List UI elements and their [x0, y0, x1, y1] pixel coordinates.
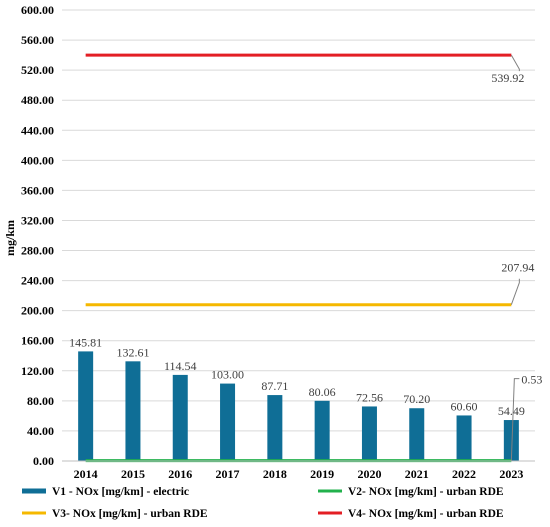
line-end-label: 207.94 — [501, 261, 534, 275]
y-tick-label: 0.00 — [33, 454, 54, 468]
bar-data-label: 72.56 — [356, 390, 383, 404]
x-tick-label: 2020 — [357, 467, 381, 481]
legend-label: V2- NOx [mg/km] - urban RDE — [348, 486, 504, 498]
line-series — [85, 53, 512, 463]
y-tick-label: 560.00 — [21, 33, 54, 47]
x-tick-label: 2023 — [499, 467, 523, 481]
bar — [361, 406, 377, 461]
data-labels: 145.81 132.61 114.54 103.00 87.71 80.06 72.56 7… — [69, 54, 542, 461]
y-tick-label: 280.00 — [21, 244, 54, 258]
bar-data-label: 103.00 — [211, 368, 244, 382]
x-tick-label: 2017 — [216, 467, 240, 481]
bar-data-label: 87.71 — [261, 379, 288, 393]
bar-data-label: 132.61 — [116, 345, 149, 359]
x-tick-label: 2022 — [452, 467, 476, 481]
bar — [78, 351, 94, 461]
line-end-label: 539.92 — [491, 71, 524, 85]
bar-data-label: 145.81 — [69, 335, 102, 349]
x-tick-label: 2014 — [74, 467, 98, 481]
line-end-label: 0.53 — [521, 373, 542, 387]
y-tick-label: 200.00 — [21, 304, 54, 318]
gridlines — [62, 9, 535, 462]
x-axis: 2014 2015 2016 2017 2018 2019 2020 2021 2022 2023 — [62, 460, 535, 481]
legend: V1 - NOx [mg/km] - electric V2- NOx [mg/k… — [22, 486, 504, 520]
y-tick-label: 80.00 — [27, 394, 54, 408]
leader-line — [510, 54, 520, 72]
y-axis: 0.00 40.00 80.00 120.00 160.00 200.00 240.00 28… — [21, 3, 54, 468]
bar-series — [78, 351, 519, 461]
x-tick-label: 2021 — [405, 467, 429, 481]
y-tick-label: 440.00 — [21, 123, 54, 137]
leader-line — [510, 278, 520, 305]
y-tick-label: 480.00 — [21, 93, 54, 107]
leader-line — [510, 378, 520, 461]
y-tick-label: 40.00 — [27, 424, 54, 438]
bar — [503, 420, 519, 461]
x-tick-label: 2019 — [310, 467, 334, 481]
y-tick-label: 360.00 — [21, 183, 54, 197]
y-tick-label: 120.00 — [21, 364, 54, 378]
legend-label: V1 - NOx [mg/km] - electric — [52, 486, 189, 498]
bar-data-label: 80.06 — [309, 385, 336, 399]
bar — [125, 361, 141, 461]
y-tick-label: 240.00 — [21, 274, 54, 288]
x-tick-label: 2016 — [168, 467, 192, 481]
bar-data-label: 114.54 — [164, 359, 197, 373]
x-tick-label: 2018 — [263, 467, 287, 481]
y-tick-label: 160.00 — [21, 334, 54, 348]
bar — [409, 408, 425, 461]
y-tick-label: 600.00 — [21, 3, 54, 17]
y-tick-label: 520.00 — [21, 63, 54, 77]
bar — [220, 383, 236, 461]
bar — [172, 374, 188, 461]
bar-data-label: 70.20 — [403, 392, 430, 406]
bar-data-label: 60.60 — [451, 399, 478, 413]
x-tick-label: 2015 — [121, 467, 145, 481]
y-tick-label: 320.00 — [21, 213, 54, 227]
bar — [456, 415, 472, 461]
bar — [267, 395, 283, 461]
legend-label: V3- NOx [mg/km] - urban RDE — [52, 508, 208, 520]
legend-label: V4- NOx [mg/km] - urban RDE — [348, 508, 504, 520]
y-tick-label: 400.00 — [21, 153, 54, 167]
y-axis-label: mg/km — [3, 220, 17, 256]
bar-data-label: 54.49 — [498, 404, 525, 418]
bar — [314, 400, 330, 461]
